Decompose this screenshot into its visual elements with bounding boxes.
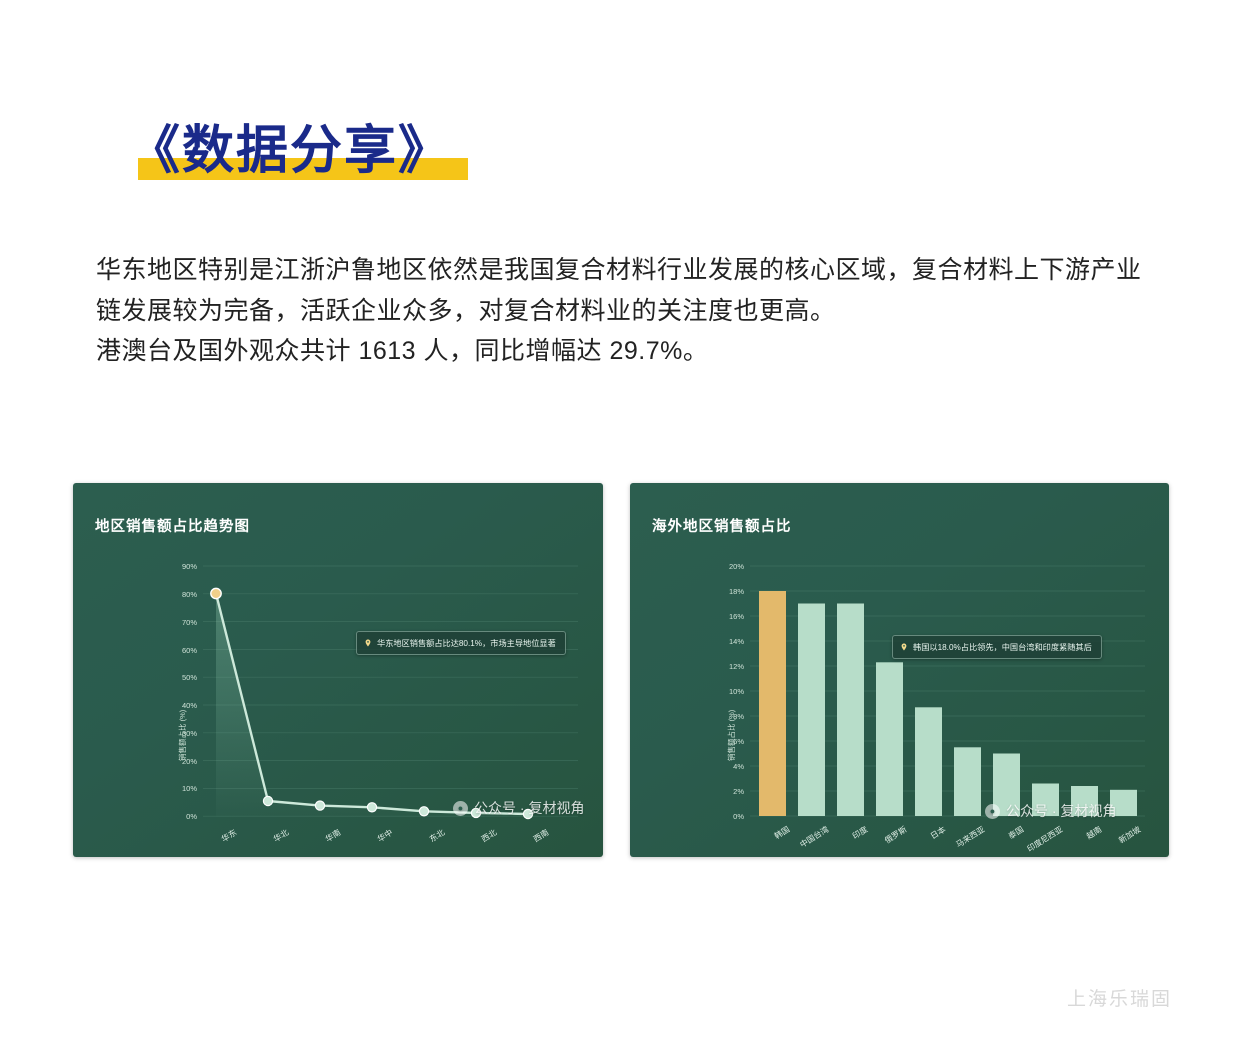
line-ytick-2: 20% <box>181 757 197 766</box>
bar-ytick-7: 14% <box>728 637 744 646</box>
bar-annotation-text: 韩国以18.0%占比领先，中国台湾和印度紧随其后 <box>913 643 1092 652</box>
bar-ytick-6: 12% <box>728 662 744 671</box>
bar-ytick-4: 8% <box>733 712 744 721</box>
title-highlight-bar <box>138 158 468 180</box>
watermark-logo-icon: ● <box>985 803 1000 819</box>
pin-icon <box>901 643 907 651</box>
line-ytick-1: 10% <box>181 784 197 793</box>
bar-chart-title: 海外地区销售额占比 <box>652 519 792 535</box>
line-chart-annotation: 华东地区销售额占比达80.1%，市场主导地位显著 <box>356 631 566 655</box>
bar-ytick-8: 16% <box>728 612 744 621</box>
page-title: 《数据分享》 <box>128 108 468 183</box>
corner-watermark: 上海乐瑞固 <box>1066 989 1172 1010</box>
title-text: 《数据分享》 <box>128 120 453 181</box>
paragraph-1: 华东地区特别是江浙沪鲁地区依然是我国复合材料行业发展的核心区域，复合材料上下游产… <box>96 256 1142 325</box>
bar-ytick-5: 10% <box>728 687 744 696</box>
bar-ytick-9: 18% <box>728 587 744 596</box>
line-ytick-4: 40% <box>181 701 197 710</box>
watermark-right: ● 公众号 · 复材视角 <box>985 801 1116 821</box>
line-ytick-3: 30% <box>181 729 197 738</box>
line-chart-title: 地区销售额占比趋势图 <box>95 519 250 535</box>
bar-ytick-2: 4% <box>733 762 744 771</box>
line-chart-panel: 地区销售额占比趋势图 <box>73 483 603 857</box>
line-ytick-5: 50% <box>181 673 197 682</box>
body-paragraphs: 华东地区特别是江浙沪鲁地区依然是我国复合材料行业发展的核心区域，复合材料上下游产… <box>96 250 1156 372</box>
line-chart-plot <box>203 565 578 820</box>
line-ytick-7: 70% <box>181 618 197 627</box>
bar-chart-panel: 海外地区销售额占比 销售额占比 (%) 0% 2% 4% 6 <box>630 483 1169 857</box>
watermark-left: ● 公众号 · 复材视角 <box>453 798 584 818</box>
line-ytick-8: 80% <box>181 590 197 599</box>
bar-ytick-10: 20% <box>728 562 744 571</box>
line-ytick-6: 60% <box>181 646 197 655</box>
line-annotation-text: 华东地区销售额占比达80.1%，市场主导地位显著 <box>377 639 556 648</box>
line-ytick-9: 90% <box>181 562 197 571</box>
paragraph-2: 港澳台及国外观众共计 1613 人，同比增幅达 29.7%。 <box>96 337 709 365</box>
line-ytick-0: 0% <box>186 812 197 821</box>
watermark-logo-icon: ● <box>453 800 468 816</box>
bar-ytick-0: 0% <box>733 812 744 821</box>
watermark-left-text: 公众号 · 复材视角 <box>474 800 585 816</box>
pin-icon <box>365 639 371 647</box>
bar-chart-annotation: 韩国以18.0%占比领先，中国台湾和印度紧随其后 <box>892 635 1102 659</box>
bar-ytick-1: 2% <box>733 787 744 796</box>
bar-chart-plot <box>750 565 1145 817</box>
bar-ytick-3: 6% <box>733 737 744 746</box>
watermark-right-text: 公众号 · 复材视角 <box>1006 803 1117 819</box>
